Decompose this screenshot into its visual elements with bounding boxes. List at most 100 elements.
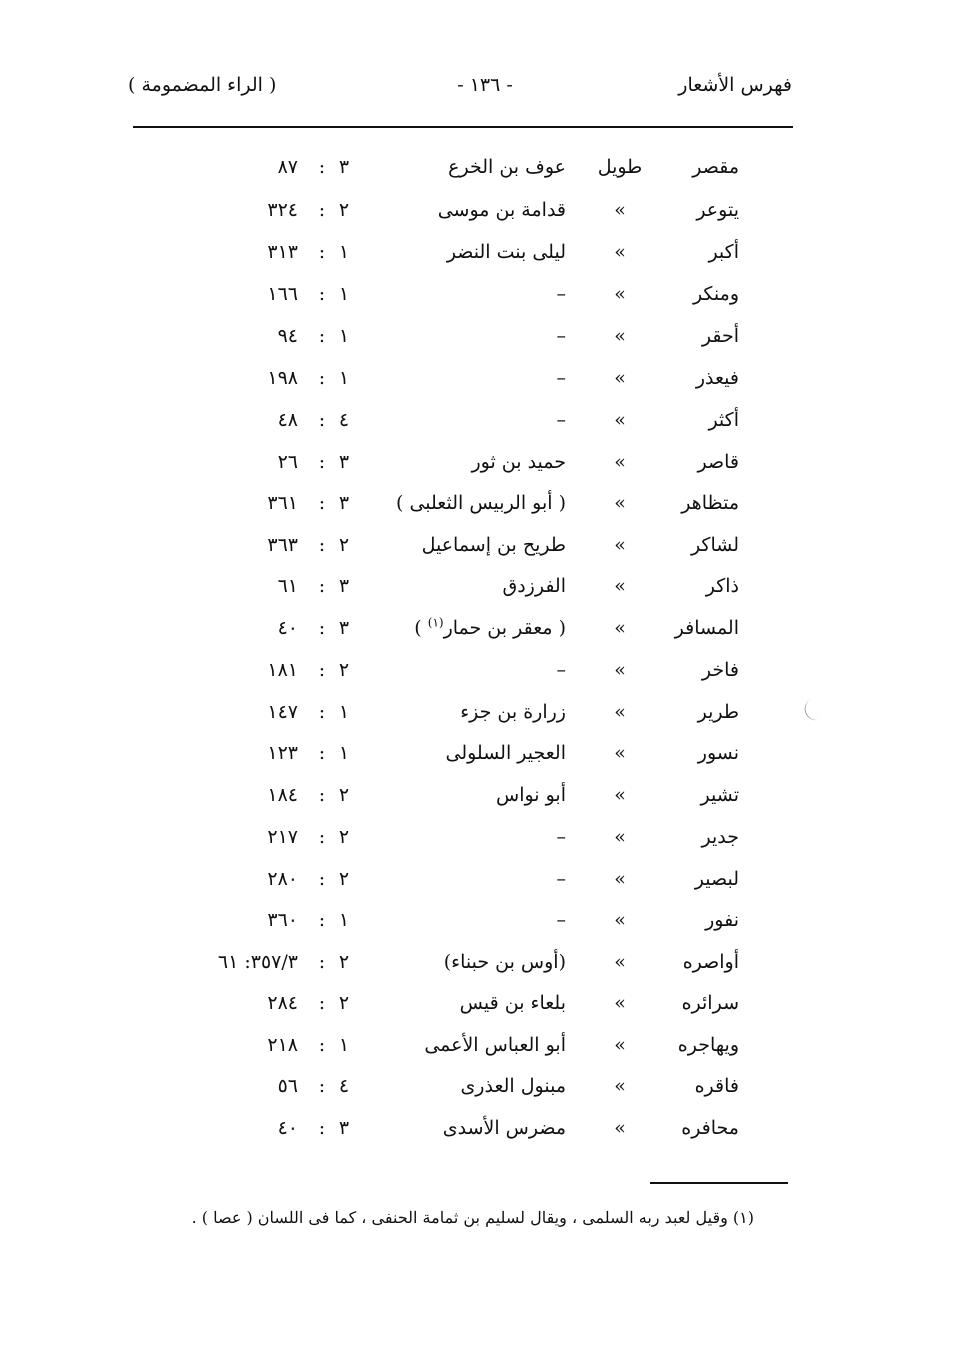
volume-number: ٣ [338, 156, 350, 178]
table-row: مقصر طويل عوف بن الخرع ٣:٨٧ [0, 149, 954, 185]
separator-colon: : [318, 992, 326, 1014]
footnote-ref[interactable]: (١) [427, 615, 444, 630]
page-reference: ٤٠ [277, 1117, 298, 1139]
table-row: طرير » زرارة بن جزء ١:١٤٧ [0, 694, 954, 730]
rhyme-word: قاصر [697, 451, 740, 473]
volume-number: ٣ [338, 451, 350, 473]
separator-colon: : [318, 1117, 326, 1139]
separator-colon: : [318, 784, 326, 806]
poet-name-text: – [556, 659, 567, 681]
page-reference: ٤٨ [277, 409, 298, 431]
poet-name-text: – [556, 868, 567, 890]
table-row: لبصير » – ٢:٢٨٠ [0, 861, 954, 897]
poet-name-text: – [556, 283, 567, 305]
separator-colon: : [318, 701, 326, 723]
poet-name: الفرزدق [502, 568, 566, 604]
table-row: تشير » أبو نواس ٢:١٨٤ [0, 777, 954, 813]
poet-name-text: زرارة بن جزء [460, 701, 566, 723]
rhyme-word: لبصير [694, 868, 739, 890]
poet-name: – [557, 318, 567, 354]
poet-name-text: ( معقر بن حمار [443, 617, 566, 639]
meter: » [614, 1034, 626, 1056]
meter: » [614, 659, 626, 681]
table-row: نسور » العجير السلولى ١:١٢٣ [0, 735, 954, 771]
poet-name-text: – [556, 409, 567, 431]
poet-name: زرارة بن جزء [460, 694, 566, 730]
table-row: يتوعر » قدامة بن موسى ٢:٣٢٤ [0, 192, 954, 228]
page-reference: ٤٠ [277, 617, 298, 639]
poet-name: – [557, 861, 567, 897]
poet-name: أبو العباس الأعمى [424, 1027, 566, 1063]
poet-name-text: قدامة بن موسى [437, 199, 566, 221]
poet-name-text: حميد بن ثور [471, 451, 566, 473]
meter: » [614, 826, 626, 848]
poet-name: – [557, 276, 567, 312]
running-title: فهرس الأشعار [678, 74, 792, 96]
poet-name: مبنول العذرى [460, 1068, 566, 1104]
rhyme-word: أكثر [708, 409, 739, 431]
volume-number: ٢ [338, 199, 350, 221]
page-reference: ٢٨٤ [267, 992, 298, 1014]
table-row: لشاكر » طريح بن إسماعيل ٢:٣٦٣ [0, 527, 954, 563]
volume-number: ١ [338, 325, 350, 347]
meter: » [614, 617, 626, 639]
meter: » [614, 325, 626, 347]
poet-name-text: ليلى بنت النضر [446, 241, 566, 263]
page-reference: ٢١٧ [267, 826, 298, 848]
poet-name: – [557, 819, 567, 855]
poet-name: ( معقر بن حمار(١) ) [414, 610, 566, 646]
header-rule [133, 126, 793, 128]
table-row: أحقر » – ١:٩٤ [0, 318, 954, 354]
poet-name: أبو نواس [496, 777, 566, 813]
rhyme-word: ومنكر [692, 283, 739, 305]
separator-colon: : [318, 367, 326, 389]
table-row: متظاهر » ( أبو الربيس الثعلبى ) ٣:٣٦١ [0, 485, 954, 521]
volume-number: ٢ [338, 659, 350, 681]
separator-colon: : [318, 1075, 326, 1097]
poet-name-text: عوف بن الخرع [448, 156, 566, 178]
rhyme-word: المسافر [674, 617, 739, 639]
table-row: قاصر » حميد بن ثور ٣:٢٦ [0, 444, 954, 480]
poet-name-text: أبو نواس [496, 784, 566, 806]
meter: » [614, 241, 626, 263]
page-reference: ٣٦٠ [267, 909, 298, 931]
poet-name: – [557, 360, 567, 396]
rhyme-word: تشير [700, 784, 739, 806]
volume-number: ٤ [338, 1075, 350, 1097]
poet-name: مضرس الأسدى [443, 1110, 566, 1146]
volume-number: ٢ [338, 826, 350, 848]
poet-name: – [557, 652, 567, 688]
page-reference: ١٤٧ [267, 701, 298, 723]
meter: » [614, 492, 626, 514]
page-reference: ١٦٦ [267, 283, 298, 305]
volume-number: ١ [338, 701, 350, 723]
volume-number: ٢ [338, 534, 350, 556]
meter: » [614, 1117, 626, 1139]
poet-name-text: أبو العباس الأعمى [424, 1034, 566, 1056]
table-row: أكبر » ليلى بنت النضر ١:٣١٣ [0, 234, 954, 270]
poet-name-text: – [556, 367, 567, 389]
rhyme-word: متظاهر [681, 492, 739, 514]
volume-number: ٢ [338, 951, 350, 973]
table-row: سرائره » بلعاء بن قيس ٢:٢٨٤ [0, 985, 954, 1021]
volume-number: ١ [338, 909, 350, 931]
page-reference: ١٨١ [267, 659, 298, 681]
page-reference: ٣٢٤ [267, 199, 298, 221]
volume-number: ١ [338, 367, 350, 389]
table-row: أكثر » – ٤:٤٨ [0, 402, 954, 438]
separator-colon: : [318, 868, 326, 890]
poet-name-text: بلعاء بن قيس [459, 992, 566, 1014]
meter: » [614, 283, 626, 305]
table-row: أواصره » (أوس بن حبناء) ٢:٣٥٧/٣: ٦١ [0, 944, 954, 980]
volume-number: ١ [338, 241, 350, 263]
poet-name-text: الفرزدق [502, 575, 566, 597]
volume-number: ٢ [338, 868, 350, 890]
separator-colon: : [318, 617, 326, 639]
table-row: فاخر » – ٢:١٨١ [0, 652, 954, 688]
page-reference: ١٢٣ [267, 742, 298, 764]
page-reference: ١٨٤ [267, 784, 298, 806]
poet-name: بلعاء بن قيس [460, 985, 566, 1021]
page-reference: ٣٦١ [267, 492, 298, 514]
page-reference: ٣٦٣ [267, 534, 298, 556]
meter: » [614, 784, 626, 806]
